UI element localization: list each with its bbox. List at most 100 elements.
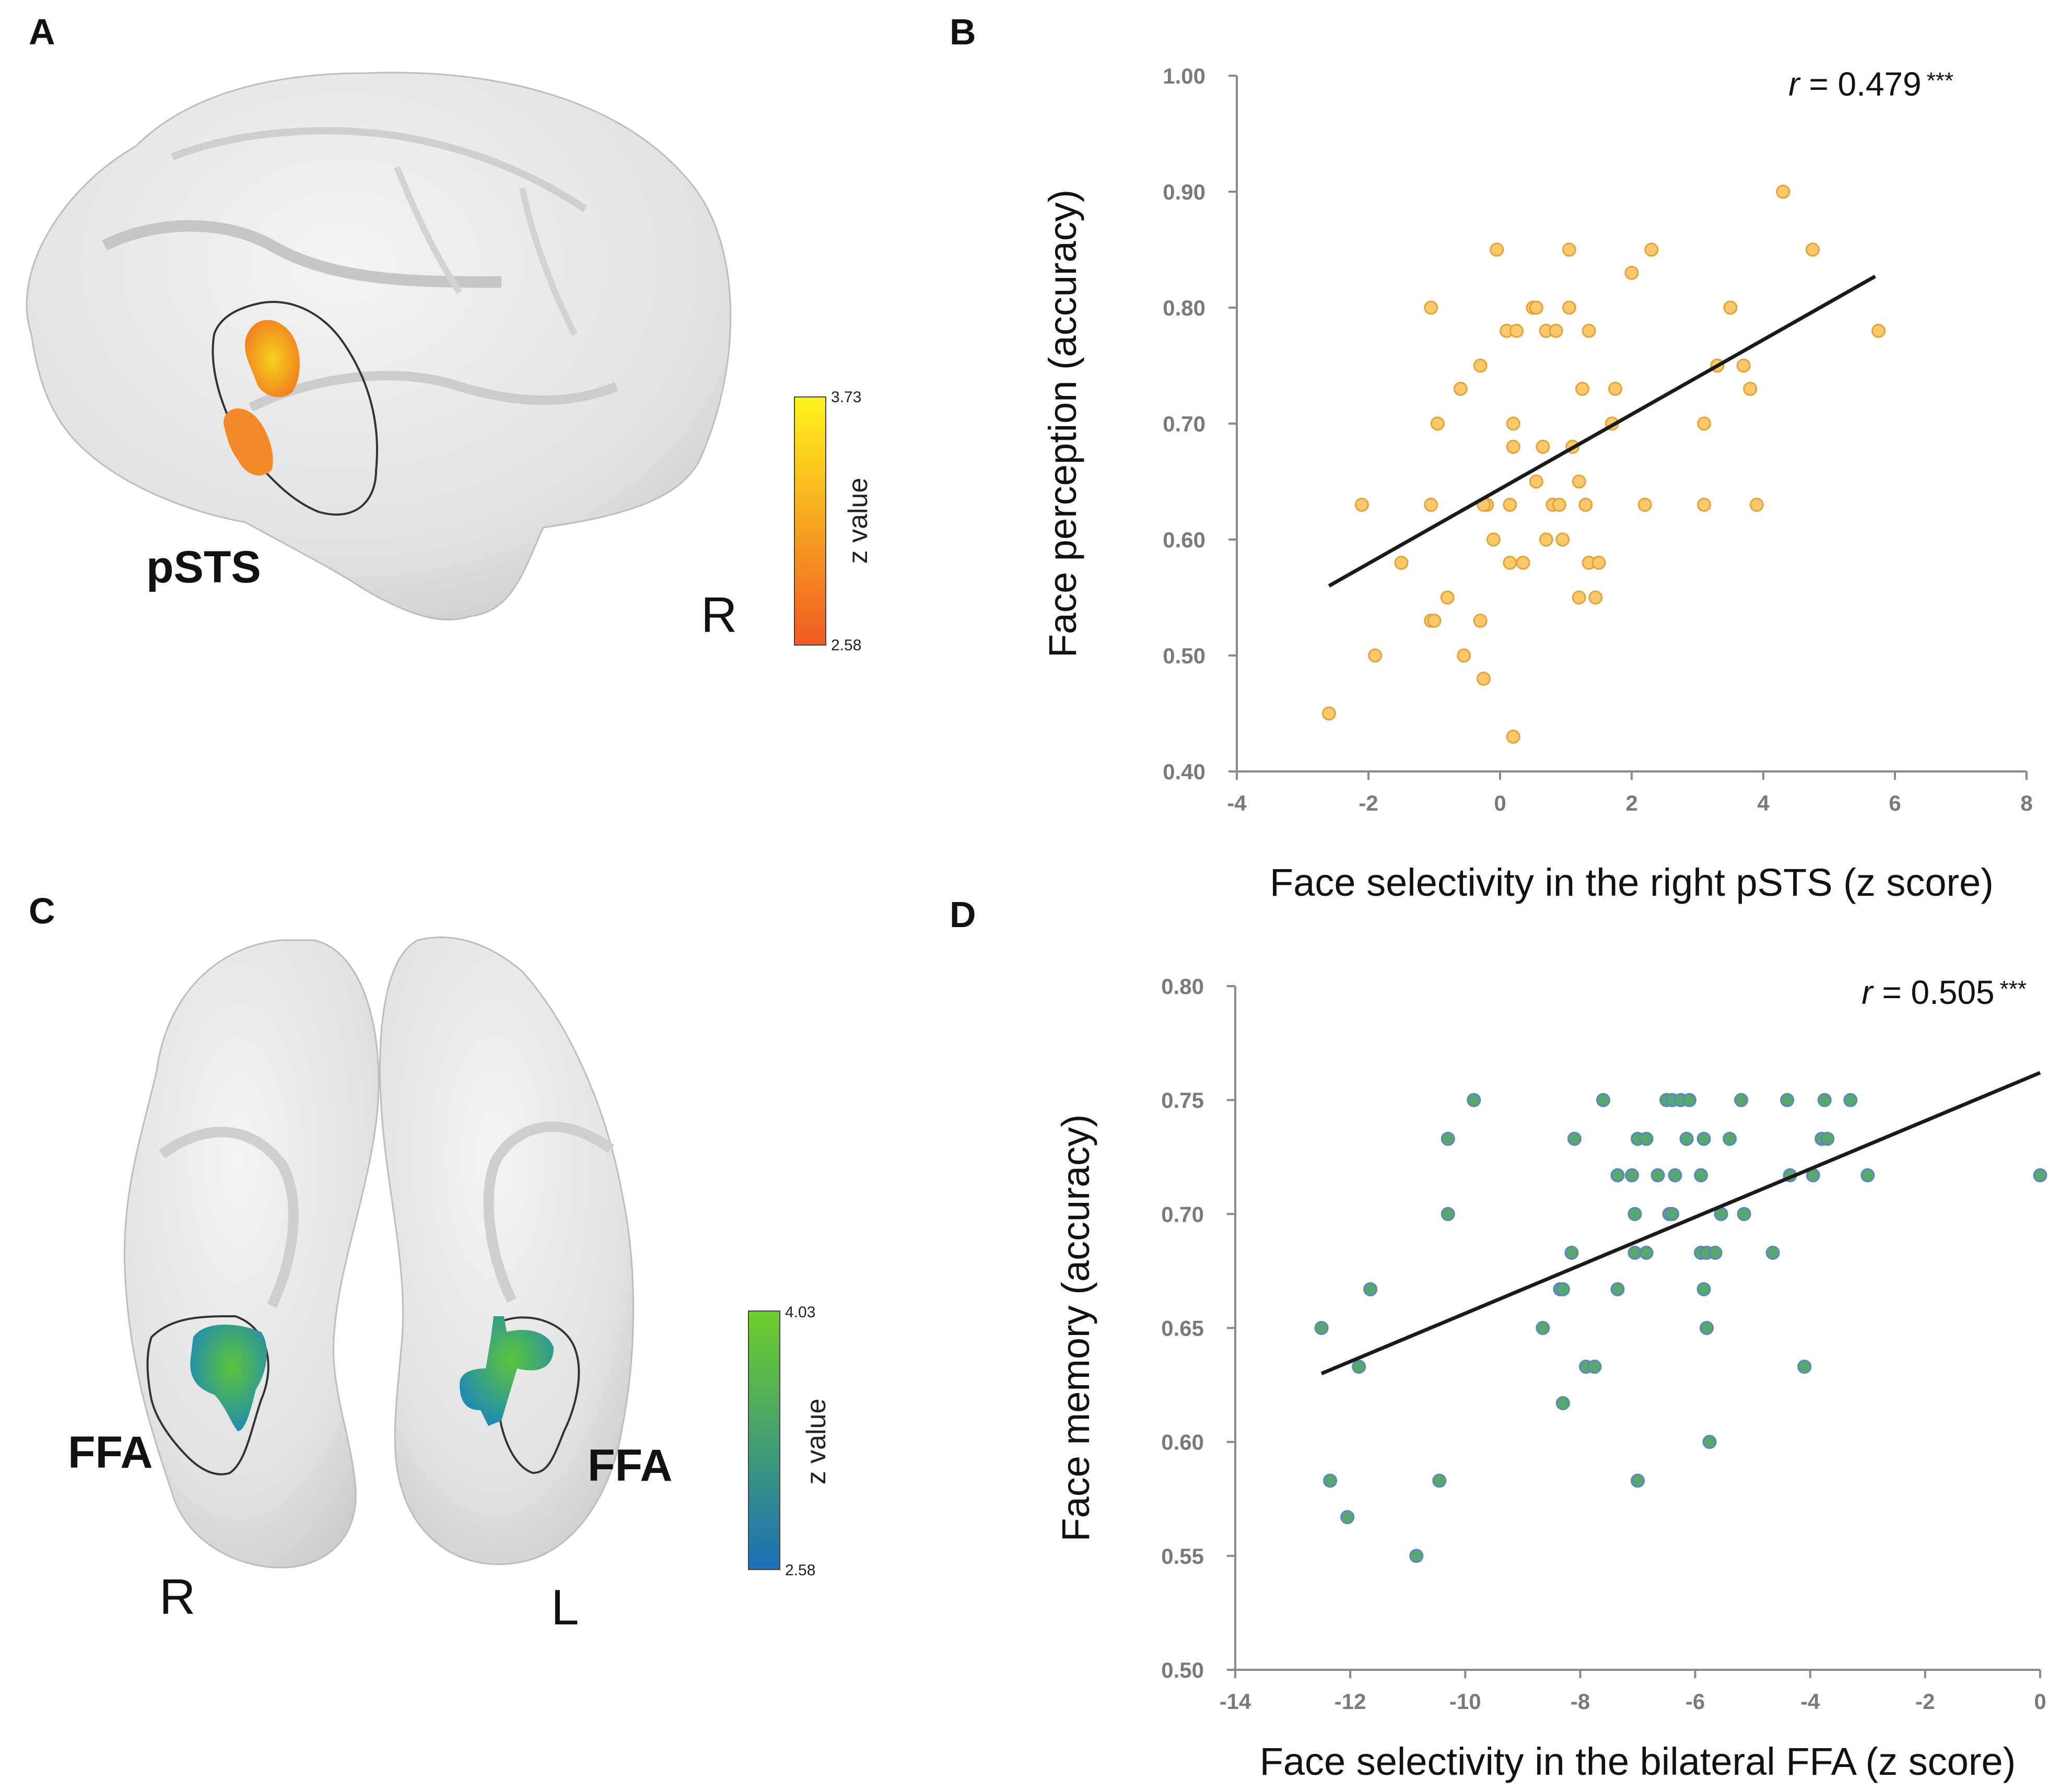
- correlation-annotation: r = 0.479 ***: [1788, 65, 1953, 103]
- activation-blob-upper: [245, 320, 300, 397]
- data-point: [1529, 300, 1543, 315]
- y-tick-label: 1.00: [1163, 64, 1205, 88]
- panel-letter-b: B: [950, 11, 976, 52]
- data-point: [1697, 497, 1712, 512]
- region-label-ffa-right: FFA: [68, 1427, 153, 1478]
- activation-blob-right: [190, 1325, 267, 1431]
- brain-lateral-view: [26, 72, 732, 621]
- data-point: [1736, 358, 1751, 373]
- y-tick-label: 0.70: [1161, 1202, 1204, 1226]
- y-tick-label: 0.80: [1161, 974, 1204, 999]
- colorbar-title: z value: [801, 1399, 832, 1485]
- data-point: [1529, 474, 1543, 489]
- hemisphere-label-l: L: [551, 1579, 579, 1635]
- x-axis-title: Face selectivity in the right pSTS (z sc…: [1270, 861, 1994, 904]
- data-point: [1817, 1093, 1832, 1107]
- data-point: [1668, 1168, 1682, 1183]
- data-point: [1665, 1207, 1680, 1221]
- x-tick-label: 0: [2034, 1689, 2046, 1714]
- data-point: [1477, 671, 1491, 686]
- x-tick-label: -12: [1334, 1689, 1366, 1714]
- data-point: [1820, 1131, 1835, 1146]
- data-point: [1432, 1473, 1447, 1488]
- data-point: [1639, 1246, 1654, 1260]
- y-tick-label: 0.65: [1161, 1316, 1204, 1341]
- data-point: [1749, 497, 1764, 512]
- data-point: [1723, 300, 1738, 315]
- data-point: [1696, 1131, 1711, 1146]
- y-tick-label: 0.50: [1161, 1658, 1204, 1682]
- x-tick-label: 4: [1757, 791, 1770, 815]
- data-point: [1610, 1282, 1625, 1296]
- y-tick-label: 0.80: [1163, 296, 1205, 320]
- panel-letter-d: D: [950, 894, 976, 935]
- data-point: [1473, 358, 1488, 373]
- data-point: [1572, 590, 1586, 605]
- x-tick-label: -4: [1227, 791, 1247, 815]
- data-point: [1536, 439, 1550, 454]
- data-point: [1734, 1093, 1749, 1107]
- data-point: [1591, 555, 1606, 570]
- data-point: [1424, 497, 1438, 512]
- y-axis-title: Face perception (accuracy): [1041, 190, 1084, 658]
- x-tick-label: -4: [1800, 1689, 1820, 1714]
- x-tick-label: 6: [1889, 791, 1901, 815]
- data-point: [1457, 648, 1471, 663]
- data-point: [1314, 1321, 1329, 1335]
- panel-c: C FFA FFA R L 4.03 2.58 z value: [29, 891, 832, 1635]
- data-point: [1506, 439, 1520, 454]
- data-point: [1871, 323, 1886, 338]
- data-point: [1588, 590, 1603, 605]
- sulcus: [519, 187, 578, 336]
- data-point: [1765, 1246, 1780, 1260]
- panel-letter-c: C: [29, 891, 55, 931]
- data-point: [1702, 1435, 1717, 1449]
- sulcus: [483, 1121, 614, 1303]
- data-point: [1441, 1207, 1455, 1221]
- x-tick-label: 0: [1494, 791, 1506, 815]
- x-tick-label: -2: [1915, 1689, 1935, 1714]
- data-point: [1562, 242, 1576, 257]
- stat-significance: ***: [2000, 976, 2027, 1002]
- data-point: [1708, 1246, 1723, 1260]
- y-tick-label: 0.40: [1163, 759, 1205, 784]
- x-tick-label: -10: [1449, 1689, 1481, 1714]
- panel-letter-a: A: [29, 11, 55, 52]
- data-point: [1506, 729, 1520, 744]
- regression-line: [1320, 1071, 2041, 1375]
- colorbar-gradient: [748, 1310, 780, 1570]
- data-point: [1467, 1093, 1481, 1107]
- x-tick-label: -6: [1685, 1689, 1705, 1714]
- stat-significance: ***: [1927, 68, 1953, 93]
- data-point: [1363, 1282, 1378, 1296]
- data-point: [1860, 1168, 1875, 1183]
- y-axis-title: Face memory (accuracy): [1054, 1114, 1097, 1541]
- data-point: [1696, 1282, 1711, 1296]
- data-point: [1567, 1131, 1582, 1146]
- y-tick-label: 0.60: [1161, 1430, 1204, 1455]
- data-point: [1539, 532, 1553, 547]
- data-point: [1639, 1131, 1654, 1146]
- data-point: [1564, 1246, 1579, 1260]
- data-point: [1628, 1207, 1642, 1221]
- data-point: [1723, 1131, 1737, 1146]
- data-point: [1806, 242, 1820, 257]
- data-point: [1552, 497, 1566, 512]
- data-point: [1473, 613, 1488, 628]
- stat-r-symbol: r: [1862, 974, 1874, 1011]
- data-point: [1644, 242, 1659, 257]
- data-point: [1700, 1321, 1714, 1335]
- data-point: [1697, 416, 1712, 431]
- data-point: [1368, 648, 1383, 663]
- colorbar-a: 3.73 2.58 z value: [794, 389, 873, 654]
- data-point: [1572, 474, 1586, 489]
- scatter-chart-b: -4 -2 0 2 4 6 8 0.40 0.50 0.60 0.70 0.80 0.90 1.00 Fac…: [1041, 64, 2033, 904]
- sulcus: [171, 127, 587, 212]
- x-tick-label: 8: [2020, 791, 2032, 815]
- data-point: [1694, 1168, 1708, 1183]
- region-label-ffa-left: FFA: [588, 1441, 672, 1491]
- regression-line: [1328, 275, 1876, 588]
- data-point: [1430, 416, 1445, 431]
- sulcus: [394, 166, 462, 295]
- data-point: [1578, 497, 1593, 512]
